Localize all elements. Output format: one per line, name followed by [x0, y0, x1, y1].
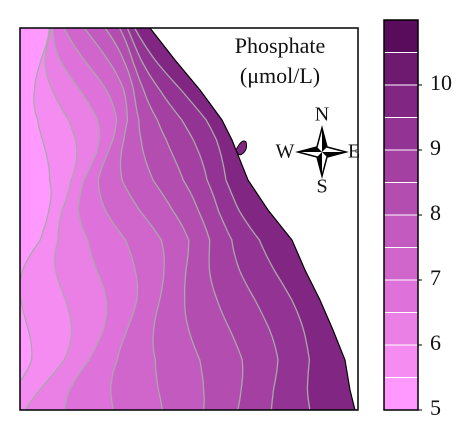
contour-line [118, 28, 244, 410]
map-frame [19, 27, 359, 411]
colorbar-segment [383, 149, 419, 183]
compass-rose: N E S W [276, 104, 361, 198]
colorbar-segment [383, 19, 419, 53]
colorbar-segment [383, 182, 419, 216]
land [150, 28, 358, 410]
colorbar-tick-label: 8 [430, 200, 441, 225]
colorbar-tick-label: 9 [430, 135, 441, 160]
island [235, 140, 247, 156]
compass-south: S [316, 176, 327, 198]
map-unit: (μmol/L) [240, 63, 320, 88]
contour-band [134, 28, 358, 410]
map-title: Phosphate [235, 33, 325, 58]
colorbar-segment [383, 312, 419, 346]
coastline [149, 28, 356, 410]
colorbar-segment [383, 279, 419, 313]
contour-line [126, 28, 279, 410]
colorbar-segment [383, 377, 419, 411]
contour-line [104, 28, 205, 410]
colorbar-segment [383, 214, 419, 248]
contour-line [63, 28, 139, 410]
contour-line [133, 28, 311, 410]
compass-east: E [348, 141, 360, 163]
contour-line [20, 28, 52, 383]
colorbar-tick-label: 5 [430, 395, 441, 420]
contour-line [83, 28, 165, 410]
colorbar: 5 6 7 8 9 10 [383, 19, 452, 420]
compass-west: W [276, 141, 295, 163]
colorbar-segment [383, 344, 419, 378]
colorbar-segment [383, 84, 419, 118]
contour-line [52, 28, 108, 410]
colorbar-tick-label: 7 [430, 265, 441, 290]
compass-north: N [315, 104, 329, 126]
colorbar-segment [383, 52, 419, 86]
colorbar-tick-label: 6 [430, 330, 441, 355]
colorbar-segment [383, 247, 419, 281]
colorbar-segment [383, 117, 419, 151]
colorbar-tick-label: 10 [430, 70, 452, 95]
contour-map [20, 28, 358, 410]
contour-line [24, 28, 78, 410]
